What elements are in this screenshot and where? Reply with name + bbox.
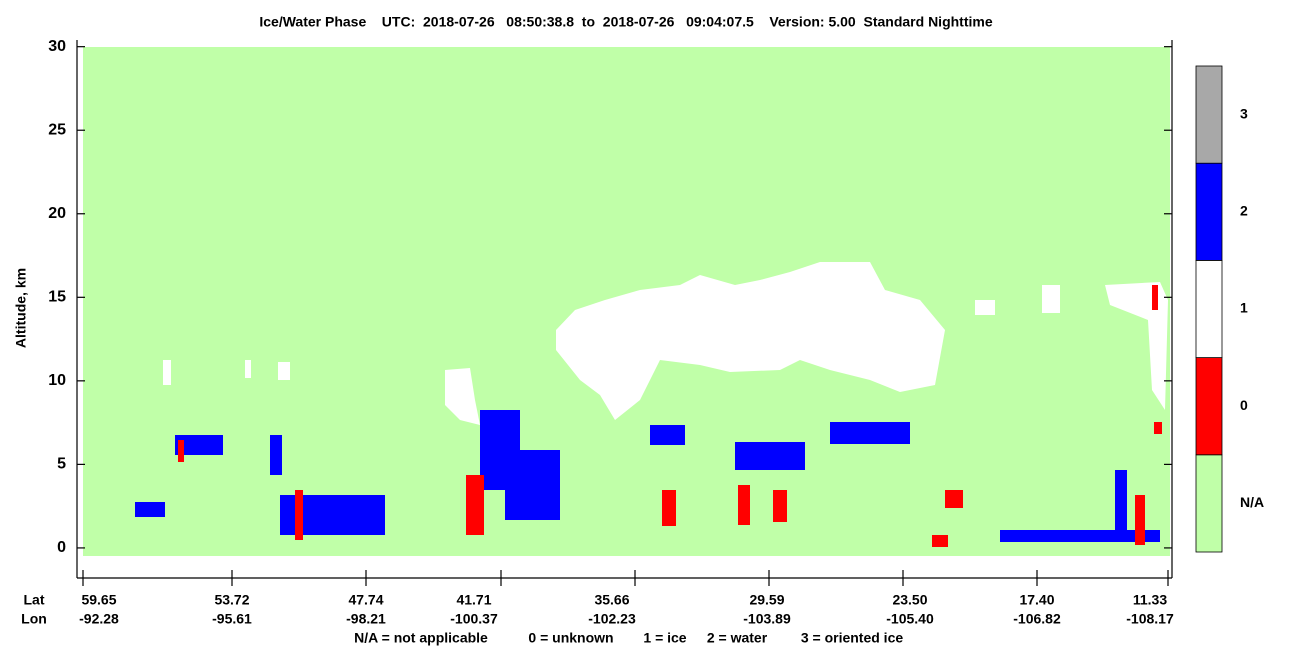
colorbar-label: N/A: [1240, 494, 1264, 510]
lon-label: -102.23: [588, 611, 636, 627]
y-tick-label: 30: [48, 38, 66, 55]
legend-entry: 0 = unknown: [528, 630, 613, 646]
lon-label: -95.61: [212, 611, 252, 627]
legend-entry: 1 = ice: [643, 630, 686, 646]
lon-label: -105.40: [886, 611, 934, 627]
y-tick-label: 15: [48, 289, 66, 306]
lon-label: -103.89: [743, 611, 791, 627]
lon-label: -106.82: [1013, 611, 1061, 627]
y-tick-label: 25: [48, 121, 66, 138]
lat-label: 11.33: [1133, 592, 1167, 608]
lon-label: -108.17: [1126, 611, 1174, 627]
colorbar-segment: [1195, 259, 1223, 358]
legend-entry: 3 = oriented ice: [801, 630, 904, 646]
y-axis-label: Altitude, km: [13, 268, 29, 348]
colorbar-segment: [1195, 65, 1223, 164]
lon-axis-name: Lon: [21, 611, 47, 627]
cloud-patches: [135, 262, 1168, 547]
lon-label: -100.37: [450, 611, 498, 627]
y-tick-label: 20: [48, 205, 66, 222]
lat-label: 23.50: [892, 592, 927, 608]
legend-entry: N/A = not applicable: [354, 630, 488, 646]
chart-title: Ice/Water Phase UTC: 2018-07-26 08:50:38…: [259, 14, 992, 30]
legend-entry: 2 = water: [707, 630, 768, 646]
lat-label: 29.59: [749, 592, 784, 608]
colorbar-label: 1: [1240, 300, 1248, 316]
y-tick-label: 0: [57, 539, 66, 556]
y-tick-label: 5: [57, 456, 66, 473]
colorbar-segment: [1195, 454, 1223, 553]
lat-label: 17.40: [1019, 592, 1054, 608]
lat-label: 53.72: [214, 592, 249, 608]
colorbar-label: 3: [1240, 105, 1248, 121]
lat-label: 47.74: [348, 592, 383, 608]
lon-label: -98.21: [346, 611, 386, 627]
colorbar-label: 2: [1240, 203, 1248, 219]
lat-label: 59.65: [81, 592, 116, 608]
lat-label: 35.66: [594, 592, 629, 608]
lat-axis-name: Lat: [24, 592, 45, 608]
lon-label: -92.28: [79, 611, 119, 627]
y-tick-label: 10: [48, 372, 66, 389]
colorbar-segment: [1195, 357, 1223, 456]
colorbar-label: 0: [1240, 397, 1248, 413]
lat-label: 41.71: [456, 592, 491, 608]
colorbar-segment: [1195, 162, 1223, 261]
